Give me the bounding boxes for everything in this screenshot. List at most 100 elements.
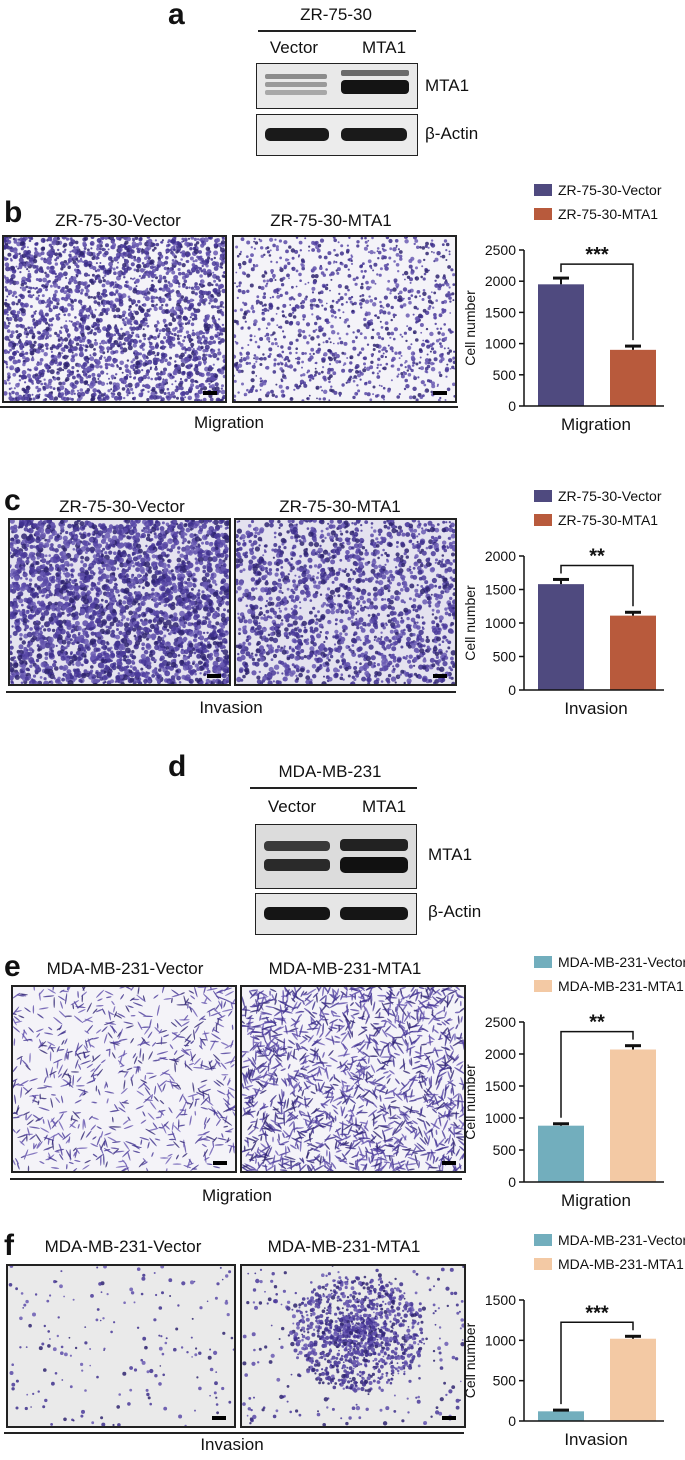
x-axis-label: Migration [561, 1191, 631, 1210]
y-tick-label: 1000 [485, 1332, 516, 1348]
blot-a-mta1-bands [257, 64, 417, 108]
bar-2 [610, 350, 656, 406]
blot-a-actin-label: β-Actin [425, 124, 478, 144]
b-image1-title: ZR-75-30-Vector [55, 211, 181, 231]
panel-label-e: e [4, 952, 21, 982]
panel-label-f: f [4, 1231, 14, 1261]
y-tick-label: 1500 [485, 1292, 516, 1308]
e-image1-title: MDA-MB-231-Vector [47, 959, 204, 979]
y-tick-label: 1000 [485, 1110, 516, 1126]
y-tick-label: 2000 [485, 273, 516, 289]
chart-c: ZR-75-30-Vector ZR-75-30-MTA1 0 500 1000 1500… [462, 484, 685, 724]
y-axis-label: Cell number [462, 1064, 478, 1140]
blot-a-actin-bands [257, 115, 417, 155]
legend-swatch-2 [534, 1258, 552, 1270]
chart-e: MDA-MB-231-Vector MDA-MB-231-MTA1 0 500 1000… [462, 950, 685, 1216]
y-tick-label: 1000 [485, 615, 516, 631]
c-image1-title: ZR-75-30-Vector [59, 497, 185, 517]
scale-bar [212, 1416, 226, 1420]
legend-label-2: ZR-75-30-MTA1 [558, 206, 658, 222]
blot-a-mta1-label: MTA1 [425, 76, 469, 96]
legend-swatch-2 [534, 514, 552, 526]
y-axis-label: Cell number [462, 290, 478, 366]
blot-a-divider [258, 30, 416, 32]
y-tick-label: 500 [493, 649, 517, 665]
blot-d-divider [250, 787, 417, 789]
e-caption-rule [10, 1178, 462, 1180]
bar-2 [610, 1050, 656, 1182]
blot-d-mta1-label: MTA1 [428, 845, 472, 865]
legend-label-2: ZR-75-30-MTA1 [558, 512, 658, 528]
legend-swatch-1 [534, 184, 552, 196]
y-tick-label: 0 [508, 1174, 516, 1190]
legend-swatch-2 [534, 208, 552, 220]
blot-d-mta1-band [255, 824, 417, 889]
bar-1 [538, 284, 584, 406]
y-tick-label: 2000 [485, 548, 516, 564]
c-vector-invasion-image [8, 518, 231, 686]
legend-swatch-1 [534, 956, 552, 968]
blot-d-actin-band [255, 893, 417, 935]
blot-a-actin-band [256, 114, 418, 156]
legend-label-2: MDA-MB-231-MTA1 [558, 1256, 684, 1272]
legend-label-1: ZR-75-30-Vector [558, 182, 662, 198]
scale-bar [433, 391, 447, 395]
blot-a-cell-line: ZR-75-30 [300, 5, 372, 25]
f-caption-rule [4, 1432, 464, 1434]
panel-label-a: a [168, 0, 185, 30]
f-image1-title: MDA-MB-231-Vector [45, 1237, 202, 1257]
b-image2-title: ZR-75-30-MTA1 [270, 211, 392, 231]
bar-1 [538, 1411, 584, 1421]
bar-2 [610, 1339, 656, 1421]
legend-label-1: ZR-75-30-Vector [558, 488, 662, 504]
panel-label-d: d [168, 752, 186, 782]
y-tick-label: 500 [493, 1142, 517, 1158]
y-tick-label: 500 [493, 1373, 517, 1389]
blot-d-lane-mta1: MTA1 [362, 797, 406, 817]
y-axis-label: Cell number [462, 1322, 478, 1398]
bar-1 [538, 1126, 584, 1182]
y-tick-label: 2000 [485, 1046, 516, 1062]
legend-swatch-1 [534, 1234, 552, 1246]
f-vector-invasion-image [6, 1264, 236, 1428]
b-caption: Migration [194, 413, 264, 433]
blot-a-mta1-band [256, 63, 418, 109]
legend-swatch-1 [534, 490, 552, 502]
significance-stars: ** [589, 545, 605, 567]
c-image2-title: ZR-75-30-MTA1 [279, 497, 401, 517]
e-caption: Migration [202, 1186, 272, 1206]
e-vector-migration-image [11, 985, 237, 1173]
panel-label-c: c [4, 486, 21, 516]
significance-stars: *** [585, 1302, 609, 1324]
blot-d-actin-bands [256, 894, 416, 934]
b-caption-rule [0, 406, 458, 408]
y-tick-label: 1500 [485, 582, 516, 598]
y-tick-label: 0 [508, 682, 516, 698]
scale-bar [203, 391, 217, 395]
bar-2 [610, 616, 656, 690]
f-image2-title: MDA-MB-231-MTA1 [268, 1237, 421, 1257]
scale-bar [442, 1416, 456, 1420]
y-tick-label: 0 [508, 1413, 516, 1429]
significance-stars: *** [585, 244, 609, 266]
scale-bar [442, 1161, 456, 1165]
c-caption: Invasion [199, 698, 262, 718]
legend-label-2: MDA-MB-231-MTA1 [558, 978, 684, 994]
y-tick-label: 2500 [485, 242, 516, 258]
panel-label-b: b [4, 198, 22, 228]
significance-stars: ** [589, 1012, 605, 1034]
blot-a-lane-mta1: MTA1 [362, 38, 406, 58]
f-caption: Invasion [200, 1435, 263, 1455]
e-mta1-migration-image [240, 985, 466, 1173]
scale-bar [433, 674, 447, 678]
b-vector-migration-image [2, 235, 227, 403]
y-axis-label: Cell number [462, 585, 478, 661]
x-axis-label: Invasion [564, 699, 627, 718]
bar-1 [538, 584, 584, 690]
c-caption-rule [6, 691, 456, 693]
x-axis-label: Invasion [564, 1430, 627, 1449]
legend-label-1: MDA-MB-231-Vector [558, 954, 685, 970]
blot-d-mta1-bands [256, 825, 416, 888]
